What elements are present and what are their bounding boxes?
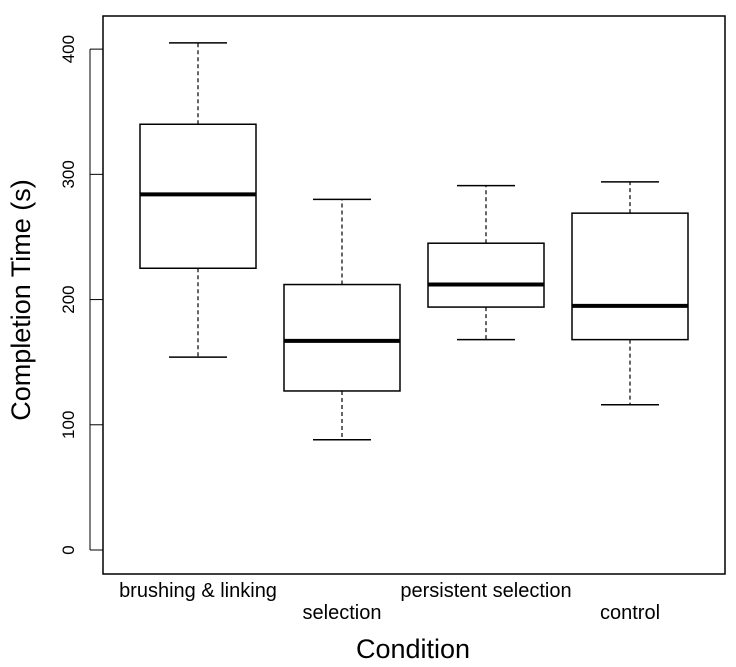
box-3 bbox=[571, 181, 689, 406]
iqr-box bbox=[571, 212, 689, 341]
y-axis-ticks: 0 100 200 300 400 bbox=[59, 35, 103, 555]
plot-frame bbox=[102, 15, 726, 575]
x-tick-label: brushing & linking bbox=[119, 580, 277, 602]
y-tick-label: 0 bbox=[59, 545, 78, 554]
y-tick-label: 300 bbox=[59, 160, 78, 188]
y-tick-label: 100 bbox=[59, 411, 78, 439]
y-tick-label: 400 bbox=[59, 35, 78, 63]
x-axis-labels: brushing & linking selection persistent se… bbox=[119, 580, 660, 624]
x-tick-label: selection bbox=[303, 602, 382, 624]
y-tick-label: 200 bbox=[59, 285, 78, 313]
box-1 bbox=[283, 198, 401, 441]
box-2 bbox=[427, 184, 545, 341]
boxes bbox=[139, 42, 689, 441]
iqr-box bbox=[427, 242, 545, 308]
x-tick-label: control bbox=[600, 602, 660, 624]
x-axis-title: Condition bbox=[356, 634, 470, 664]
y-axis-title: Completion Time (s) bbox=[6, 179, 36, 421]
iqr-box bbox=[283, 283, 401, 392]
x-tick-label: persistent selection bbox=[400, 580, 571, 602]
box-0 bbox=[139, 42, 257, 358]
